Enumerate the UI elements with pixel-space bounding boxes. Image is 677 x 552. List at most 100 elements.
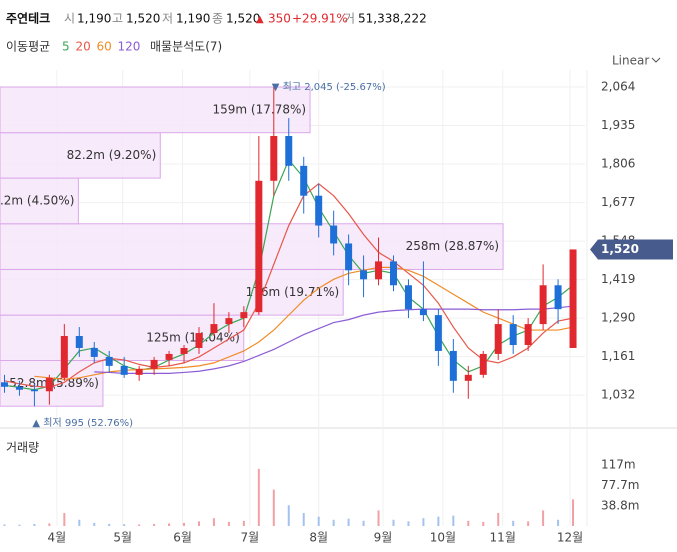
volume-bar <box>362 520 365 526</box>
volume-bar <box>287 505 290 526</box>
label: 저 <box>162 12 173 26</box>
ma-line <box>94 305 574 374</box>
candle-body <box>345 243 353 271</box>
candle-body <box>0 382 8 387</box>
legend-entry: 20 <box>76 40 91 54</box>
candle-body <box>285 135 293 166</box>
volume-tick-label: 117m <box>601 458 636 472</box>
candle-body <box>270 135 278 181</box>
volume-bar <box>572 499 575 526</box>
label: 종 <box>212 12 223 26</box>
profile-label: 40.2m (4.50%) <box>0 193 74 207</box>
value: 1,190 <box>77 12 111 26</box>
x-tick-label: 12월 <box>557 531 583 545</box>
volume-bar <box>3 524 6 526</box>
candle-body <box>165 353 173 360</box>
profile-bar <box>0 223 504 270</box>
candle-body <box>300 165 308 196</box>
legend-entry: 120 <box>118 40 141 54</box>
candle-body <box>554 285 562 310</box>
volume-bar <box>63 513 66 526</box>
scale-toggle[interactable]: Linear <box>612 54 649 68</box>
x-tick-label: 7월 <box>241 531 260 545</box>
volume-bar <box>542 510 545 526</box>
candle-body <box>195 333 203 348</box>
candle-body <box>419 309 427 316</box>
candle-body <box>150 359 158 369</box>
candle-body <box>240 312 248 319</box>
volume-tick-label: 77.7m <box>601 478 639 492</box>
value: 1,520 <box>126 12 160 26</box>
volume-bar <box>48 523 51 526</box>
value: 1,520 <box>226 12 260 26</box>
candle-body <box>539 285 547 325</box>
candle-body <box>210 324 218 334</box>
candle-body <box>569 249 577 348</box>
candle-body <box>255 180 263 313</box>
y-tick-label: 1,161 <box>601 349 635 363</box>
volume-bar <box>242 520 245 526</box>
candle-body <box>449 350 457 381</box>
ma-label: 이동평균 <box>6 40 50 54</box>
volume-bar <box>212 518 215 526</box>
profile-bar <box>0 86 311 134</box>
volume-bar <box>482 521 485 526</box>
candle-body <box>30 389 38 392</box>
label: 시 <box>64 12 75 26</box>
x-tick-label: 5월 <box>113 531 132 545</box>
chevron[interactable] <box>651 57 661 63</box>
y-tick-label: 1,419 <box>601 272 635 286</box>
profile-label: 258m (28.87%) <box>406 239 500 253</box>
candle-body <box>524 324 532 345</box>
candle-body <box>509 324 517 345</box>
profile-label: 82.2m (9.20%) <box>67 148 157 162</box>
min-annotation: ▲ 최저 995 (52.76%) <box>32 417 133 429</box>
volume-bar <box>93 522 96 526</box>
volume-bar <box>183 522 186 526</box>
profile-label[interactable]: 매물분석도(7) <box>150 40 222 54</box>
y-tick-label: 1,032 <box>601 388 635 402</box>
candle-body <box>464 374 472 381</box>
volume-bar <box>302 513 305 526</box>
volume-bar <box>78 519 81 526</box>
volume-bar <box>168 523 171 526</box>
candle-body <box>225 318 233 325</box>
volume-bar <box>153 523 156 526</box>
volume-bar <box>197 521 200 526</box>
profile-bar <box>0 132 161 179</box>
volume-bar <box>452 515 455 526</box>
y-tick-label: 1,806 <box>601 157 635 171</box>
label: 거 <box>344 12 355 26</box>
volume-bar <box>347 518 350 526</box>
change-pct: +29.91% <box>292 12 348 26</box>
volume-bar <box>407 521 410 526</box>
y-tick-label: 1,677 <box>601 195 635 209</box>
candle-body <box>434 315 442 351</box>
profile-bar <box>0 177 79 225</box>
candle-body <box>90 347 98 357</box>
y-tick-label: 1,935 <box>601 118 635 132</box>
volume-bar <box>332 519 335 526</box>
volume-tick-label: 38.8m <box>601 498 639 512</box>
candle-body <box>360 270 368 280</box>
volume-bar <box>557 519 560 526</box>
volume-bar <box>437 516 440 526</box>
volume-title: 거래량 <box>6 441 39 455</box>
change: 350 <box>268 12 291 26</box>
profile-label: 159m (17.78%) <box>213 102 307 116</box>
change-sign: ▲ <box>256 14 264 25</box>
volume-bar <box>317 516 320 526</box>
volume-bar <box>497 513 500 526</box>
candle-body <box>389 261 397 286</box>
candle-body <box>330 225 338 244</box>
volume-bar <box>257 468 260 526</box>
x-tick-label: 11월 <box>490 531 516 545</box>
candle-body <box>120 365 128 375</box>
candle-body <box>404 285 412 310</box>
label: 고 <box>112 12 123 26</box>
volume-bar <box>138 524 141 526</box>
legend-entry: 5 <box>62 40 70 54</box>
candle-body <box>375 261 383 280</box>
